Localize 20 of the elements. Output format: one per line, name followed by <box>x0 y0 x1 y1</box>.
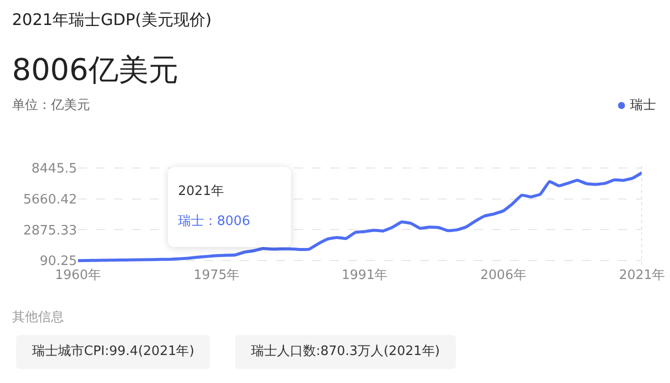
y-tick-label: 8445.5 <box>32 161 77 176</box>
tooltip: 2021年 瑞士：8006 <box>168 167 291 247</box>
x-tick-label: 2021年 <box>618 268 666 283</box>
text: 其他信息 <box>12 309 64 326</box>
y-axis-title: 单位：亿美元 <box>12 97 90 114</box>
x-tick-label: 1975年 <box>194 268 240 283</box>
y-tick-label: 2875.33 <box>23 223 77 238</box>
chart-subtitle: 8006亿美元 <box>12 52 178 90</box>
legend-label: 瑞士 <box>629 97 656 114</box>
text: 瑞士城市CPI:99.4(2021年) <box>16 335 210 369</box>
text: 瑞士人口数:870.3万人(2021年) <box>235 335 456 369</box>
x-tick-label: 2006年 <box>480 268 526 283</box>
x-tick-label: 1991年 <box>342 268 388 283</box>
line-series <box>78 171 642 262</box>
annotation: 瑞士：8006 <box>178 213 252 231</box>
annotation: 2021年 <box>178 183 226 201</box>
chart-title: 2021年瑞士GDP(美元现价) <box>12 10 212 31</box>
x-tick-label: 1960年 <box>54 268 102 283</box>
y-tick-label: 90.25 <box>40 254 77 270</box>
y-tick-label: 5660.42 <box>23 192 77 208</box>
